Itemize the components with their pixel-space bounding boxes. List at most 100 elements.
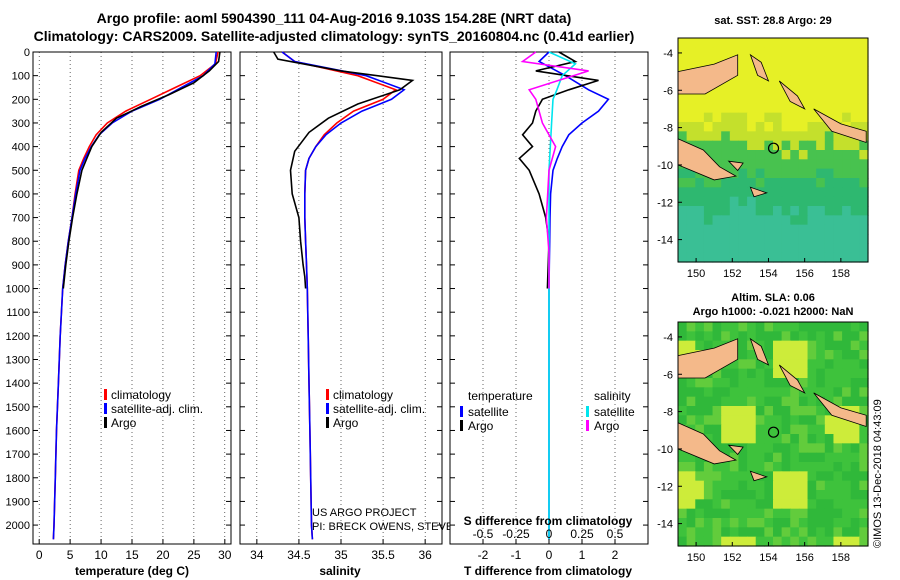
map-cell bbox=[729, 536, 740, 547]
map-cell bbox=[824, 56, 835, 67]
map-cell bbox=[816, 443, 826, 454]
map-cell bbox=[678, 196, 688, 207]
map-cell bbox=[755, 480, 765, 491]
map-cell bbox=[781, 168, 791, 179]
map-cell bbox=[816, 480, 826, 491]
map-cell bbox=[816, 359, 826, 370]
map-cell bbox=[773, 234, 783, 244]
map-cell bbox=[729, 47, 740, 58]
map-cell bbox=[747, 252, 757, 263]
map-cell bbox=[686, 215, 696, 226]
map-cell bbox=[738, 38, 748, 48]
map-cell bbox=[790, 490, 800, 500]
map-cell bbox=[755, 84, 765, 95]
difference-panel: -2 -1 0 1 2 -0.5 -0.25 0 0.25 0.5 T difference fr… bbox=[449, 51, 649, 578]
map-cell bbox=[729, 252, 740, 263]
map-cell bbox=[738, 518, 748, 528]
map-cell bbox=[738, 103, 748, 114]
map-cell bbox=[686, 322, 696, 332]
map-cell bbox=[747, 215, 757, 226]
map-cell bbox=[678, 178, 688, 188]
map-cell bbox=[747, 103, 757, 114]
map-cell bbox=[712, 38, 722, 48]
land-polygon bbox=[778, 364, 806, 394]
map-cell bbox=[721, 434, 731, 444]
map-cell bbox=[773, 224, 783, 235]
map-cell bbox=[686, 471, 696, 482]
map-cell bbox=[833, 434, 843, 444]
map-cell bbox=[790, 150, 800, 160]
map-cell bbox=[781, 196, 791, 207]
map-cell bbox=[798, 159, 809, 170]
map-cell bbox=[833, 38, 843, 48]
map-cell bbox=[738, 47, 748, 58]
land-polygon bbox=[749, 53, 770, 82]
map-cell bbox=[842, 368, 852, 379]
map-cell bbox=[824, 387, 835, 398]
map-cell bbox=[712, 206, 722, 216]
map-cell bbox=[747, 499, 757, 510]
map-cell bbox=[764, 499, 774, 510]
map-cell bbox=[790, 322, 800, 332]
map-cell bbox=[807, 168, 817, 179]
map-cell bbox=[824, 536, 835, 547]
map-cell bbox=[703, 518, 714, 528]
map-cell bbox=[798, 490, 809, 500]
map-cell bbox=[738, 508, 748, 519]
map-cell bbox=[678, 518, 688, 528]
map-cell bbox=[850, 424, 860, 435]
map-cell bbox=[807, 527, 817, 538]
map-xtick-label: 154 bbox=[759, 268, 777, 280]
map-cell bbox=[781, 406, 791, 416]
map-cell bbox=[695, 480, 705, 491]
map-cell bbox=[790, 536, 800, 547]
map-cell bbox=[729, 94, 740, 104]
map-cell bbox=[859, 499, 869, 510]
map-cell bbox=[807, 499, 817, 510]
map-cell bbox=[790, 340, 800, 351]
map-cell bbox=[686, 396, 696, 407]
map-cell bbox=[833, 234, 843, 244]
map-cell bbox=[773, 378, 783, 388]
map-cell bbox=[703, 112, 714, 123]
map-cell bbox=[721, 38, 731, 48]
map-cell bbox=[807, 471, 817, 482]
map-cell bbox=[695, 387, 705, 398]
map-cell bbox=[747, 359, 757, 370]
map-cell bbox=[695, 38, 705, 48]
map-cell bbox=[695, 331, 705, 342]
map-cell bbox=[712, 224, 722, 235]
map-cell bbox=[859, 378, 869, 388]
map-cell bbox=[859, 56, 869, 67]
map-cell bbox=[747, 340, 757, 351]
map-cell bbox=[816, 103, 826, 114]
map-cell bbox=[738, 252, 748, 263]
map-cell bbox=[755, 406, 765, 416]
map-cell bbox=[833, 518, 843, 528]
map-cell bbox=[721, 187, 731, 198]
map-cell bbox=[807, 140, 817, 151]
map-cell bbox=[807, 150, 817, 160]
map-cell bbox=[747, 168, 757, 179]
map-cell bbox=[712, 131, 722, 142]
map-cell bbox=[798, 196, 809, 207]
map-cell bbox=[798, 452, 809, 463]
salinity-xlabel: salinity bbox=[319, 564, 361, 578]
map-cell bbox=[729, 196, 740, 207]
map-cell bbox=[842, 378, 852, 388]
project-annotation: US ARGO PROJECT bbox=[312, 507, 417, 519]
map-cell bbox=[773, 187, 783, 198]
legend-swatch bbox=[460, 420, 463, 431]
map-cell bbox=[712, 471, 722, 482]
map-cell bbox=[721, 150, 731, 160]
xtick-label: 10 bbox=[94, 548, 108, 562]
map-cell bbox=[712, 196, 722, 207]
map-cell bbox=[738, 150, 748, 160]
map-cell bbox=[842, 112, 852, 123]
map-cell bbox=[686, 452, 696, 463]
map-xtick-label: 154 bbox=[759, 552, 777, 564]
map-cell bbox=[729, 243, 740, 254]
map-cell bbox=[833, 150, 843, 160]
map-cell bbox=[721, 518, 731, 528]
map-cell bbox=[764, 359, 774, 370]
